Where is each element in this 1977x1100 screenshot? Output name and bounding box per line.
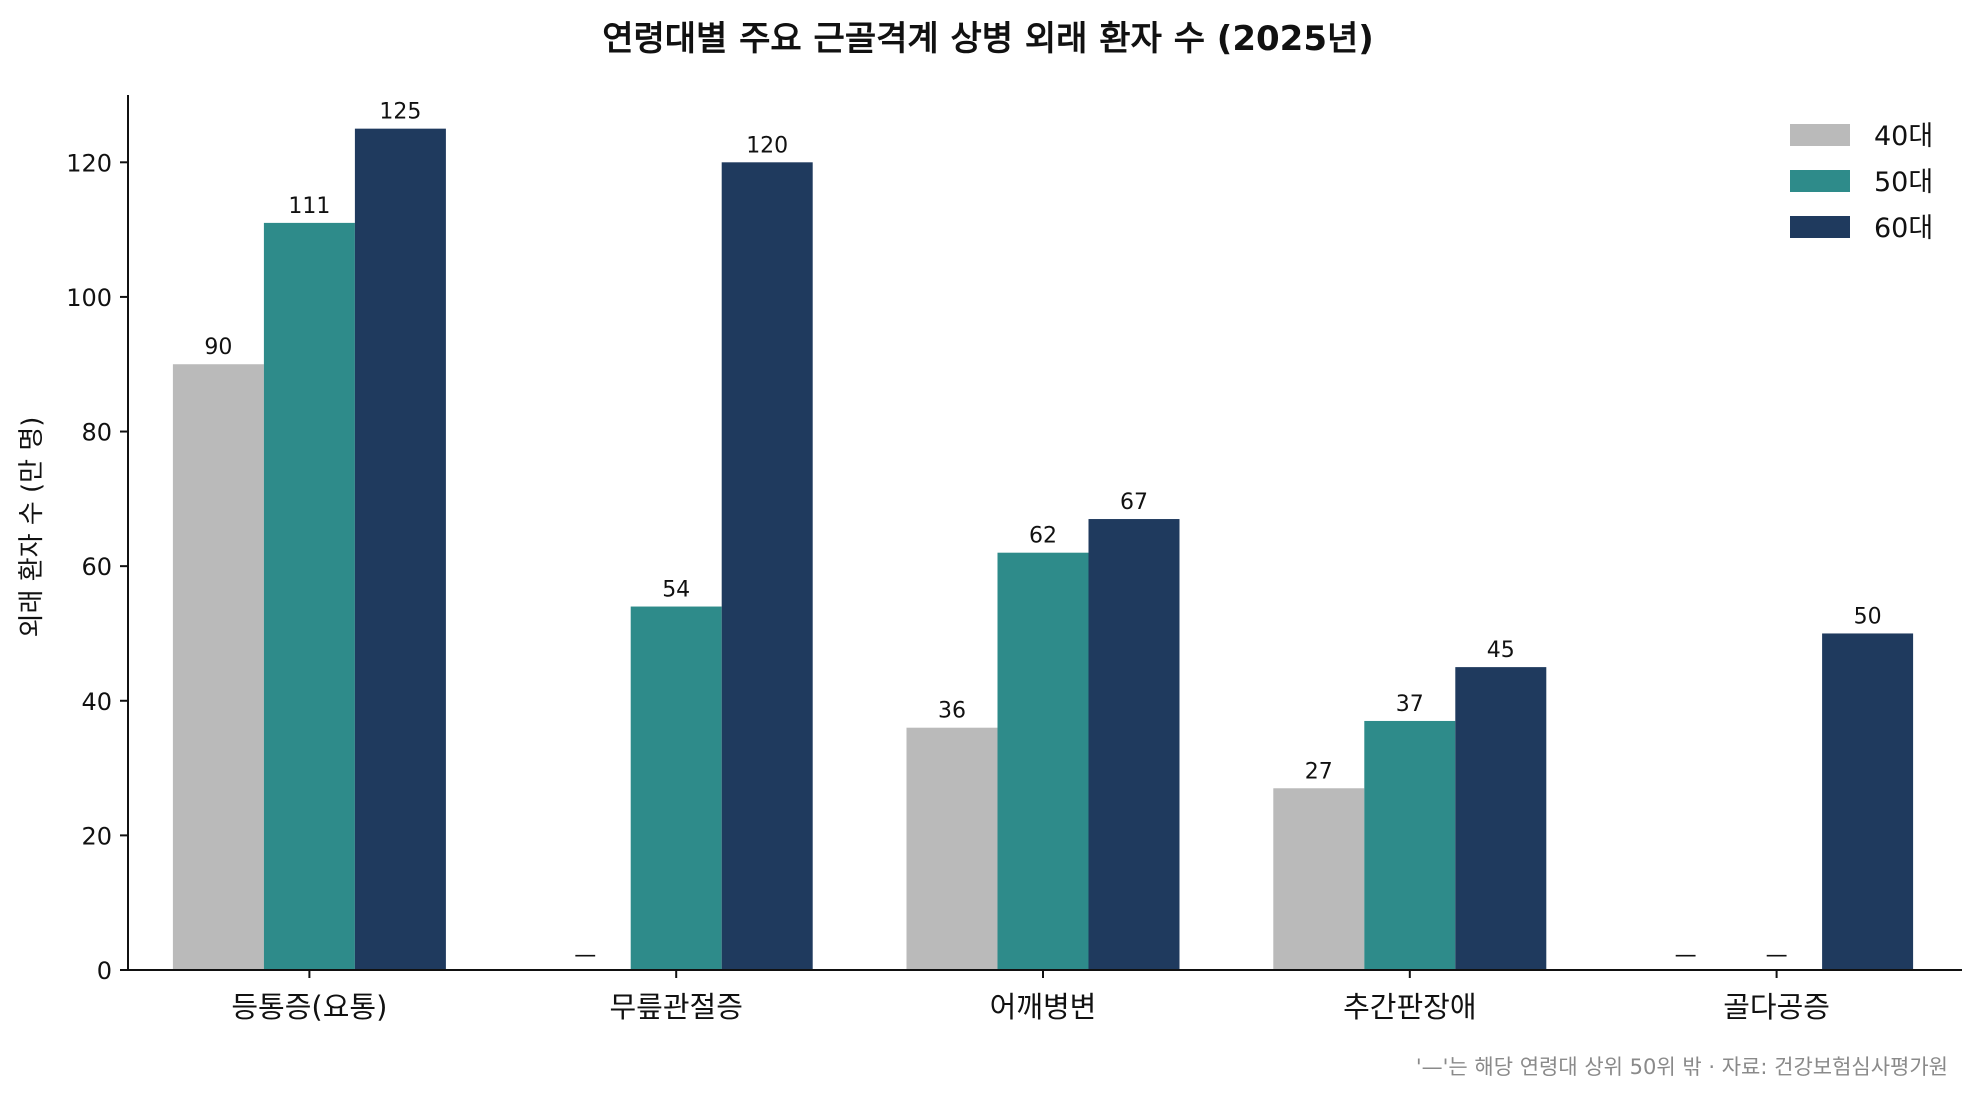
x-tick-label: 등통증(요통) [231,990,387,1024]
missing-marker: — [1675,943,1697,968]
data-label: 125 [379,100,421,125]
data-label: 111 [288,194,330,219]
y-tick-label: 120 [66,149,112,177]
footnote: '—'는 해당 연령대 상위 50위 밖 · 자료: 건강보험심사평가원 [1416,1055,1948,1079]
bar [1822,633,1914,970]
data-label: 45 [1487,638,1515,663]
x-tick-label: 추간판장애 [1343,990,1476,1024]
missing-marker: — [1766,943,1788,968]
y-tick-label: 40 [81,688,112,716]
legend-swatch [1790,124,1850,146]
bar [1455,667,1547,970]
x-tick-label: 무릎관절증 [609,990,742,1024]
x-axis: 등통증(요통) 무릎관절증 어깨병변 추간판장애 골다공증 [128,969,1962,1024]
legend: 40대 50대 60대 [1790,121,1933,244]
bar [997,552,1089,970]
data-label: 62 [1029,524,1057,549]
bar [1273,788,1365,970]
bar [263,222,355,970]
y-axis: 0 20 40 60 80 100 120 [66,95,129,985]
y-tick-label: 20 [81,822,112,850]
data-label: 27 [1305,759,1333,784]
legend-label: 40대 [1874,121,1933,152]
legend-swatch [1790,216,1850,238]
legend-label: 60대 [1874,213,1933,244]
data-label: 54 [662,578,690,603]
y-tick-label: 60 [81,553,112,581]
data-label: 36 [938,699,966,724]
y-axis-label: 외래 환자 수 (만 명) [17,417,47,638]
bar [172,364,264,970]
x-tick-label: 골다공증 [1723,990,1830,1024]
data-label: 90 [204,335,232,360]
bar [630,606,722,970]
data-label: 37 [1396,692,1424,717]
data-label: 67 [1120,490,1148,515]
y-tick-label: 0 [97,957,112,985]
legend-swatch [1790,170,1850,192]
bar [1364,720,1456,970]
data-label: 50 [1854,604,1882,629]
bar [354,128,446,971]
bars-group: 90 111 125 — 54 120 36 62 67 27 37 45 — — 50 [172,100,1914,971]
data-label: 120 [746,133,788,158]
legend-label: 50대 [1874,167,1933,198]
y-tick-label: 80 [81,419,112,447]
bar [1088,519,1180,970]
x-tick-label: 어깨병변 [990,990,1097,1024]
bar [906,727,998,970]
y-tick-label: 100 [66,284,112,312]
bar [721,162,813,971]
chart-title: 연령대별 주요 근골격계 상병 외래 환자 수 (2025년) [602,19,1374,59]
missing-marker: — [574,943,596,968]
